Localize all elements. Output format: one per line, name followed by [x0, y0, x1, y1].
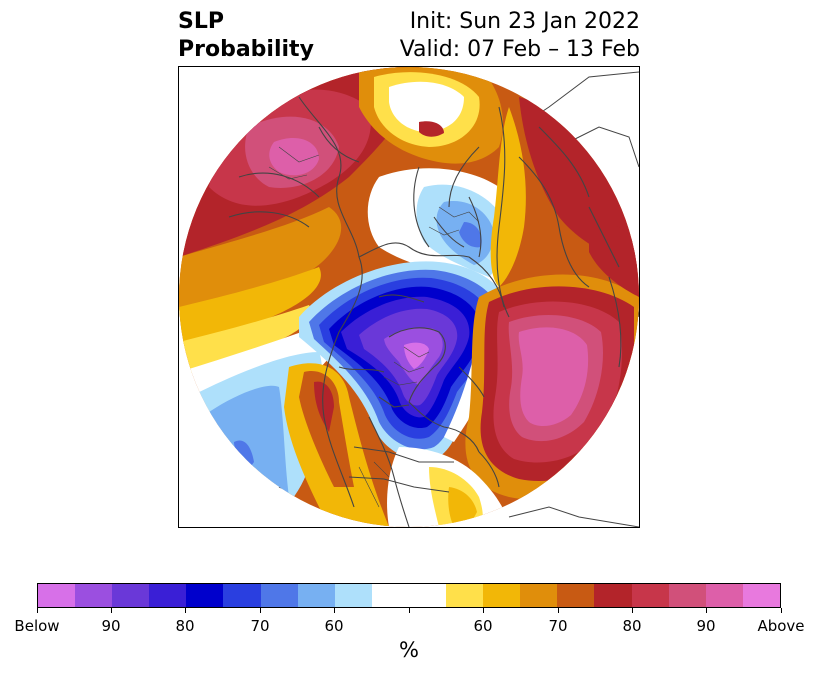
field-blue-left	[209, 385, 289, 497]
political-borders	[268, 146, 480, 508]
colorbar-tick-label: 90	[101, 617, 121, 635]
colorbar-swatch	[408, 584, 447, 607]
field-magenta-topleft	[269, 138, 319, 176]
colorbar-tick-mark	[259, 608, 261, 613]
field-yellow-left	[179, 305, 311, 379]
colorbar-swatch	[38, 584, 76, 607]
chart-title: SLP Probability	[178, 8, 314, 64]
field-orange-left	[179, 207, 342, 317]
init-date: Init: Sun 23 Jan 2022	[409, 9, 640, 34]
colorbar-tick-mark	[780, 608, 782, 613]
field-gold-left	[179, 267, 321, 352]
field-lilac-low	[404, 342, 429, 369]
colorbar-tick-label: Below	[14, 617, 60, 635]
colorbar-tick-label: Above	[757, 617, 805, 635]
valid-date-range: Valid: 07 Feb – 13 Feb	[399, 37, 640, 62]
colorbar-swatch	[594, 584, 632, 607]
field-red-top	[419, 121, 444, 137]
field-blue2-left	[234, 440, 254, 469]
colorbar-swatch	[483, 584, 521, 607]
colorbar-swatch	[297, 584, 335, 607]
colorbar-tick-mark	[482, 608, 484, 613]
colorbar-tick-mark	[333, 608, 335, 613]
colorbar-tick-label: 60	[473, 617, 493, 635]
colorbar-swatch	[446, 584, 484, 607]
field-red-westcoast	[314, 381, 334, 432]
title-variable: SLP	[178, 9, 224, 34]
colorbar-tick-label: 70	[548, 617, 568, 635]
colorbar-swatch	[112, 584, 150, 607]
colorbar-tick-label: 80	[622, 617, 642, 635]
colorbar-swatch	[631, 584, 669, 607]
colorbar-tick-mark	[110, 608, 112, 613]
colorbar-tick-mark	[705, 608, 707, 613]
colorbar-tick-mark	[557, 608, 559, 613]
colorbar-swatch	[334, 584, 372, 607]
colorbar-center-tick-mark	[408, 608, 410, 613]
field-magenta-atlantic	[518, 327, 589, 427]
colorbar-swatch	[186, 584, 224, 607]
colorbar-swatch	[520, 584, 558, 607]
field-gold-bottom	[448, 487, 477, 527]
colorbar-swatch	[149, 584, 187, 607]
field-gold-right	[490, 107, 526, 287]
colorbar-swatch	[557, 584, 595, 607]
colorbar-tick-mark	[36, 608, 38, 613]
field-red-right	[589, 223, 639, 297]
colorbar-swatch	[223, 584, 261, 607]
probability-shading	[179, 67, 639, 527]
colorbar-swatch	[705, 584, 743, 607]
title-probability: Probability	[178, 37, 314, 62]
colorbar-tick-label: 70	[250, 617, 270, 635]
chart-dates: Init: Sun 23 Jan 2022 Valid: 07 Feb – 13…	[400, 8, 640, 64]
colorbar-swatch	[75, 584, 113, 607]
coastlines	[228, 96, 622, 527]
colorbar-swatch	[668, 584, 706, 607]
colorbar-tick-mark	[184, 608, 186, 613]
colorbar-tick-label: 80	[175, 617, 195, 635]
colorbar-unit-label: %	[399, 638, 419, 662]
colorbar-swatch	[260, 584, 298, 607]
map-svg	[179, 67, 639, 527]
probability-colorbar	[37, 583, 781, 608]
probability-map	[178, 66, 640, 528]
colorbar-tick-label: 60	[324, 617, 344, 635]
field-blue2-arctic	[459, 222, 482, 248]
colorbar-tick-label: 90	[696, 617, 716, 635]
field-white-top	[389, 81, 464, 132]
colorbar-swatch	[371, 584, 409, 607]
colorbar-swatch	[742, 584, 780, 607]
colorbar-tick-mark	[631, 608, 633, 613]
